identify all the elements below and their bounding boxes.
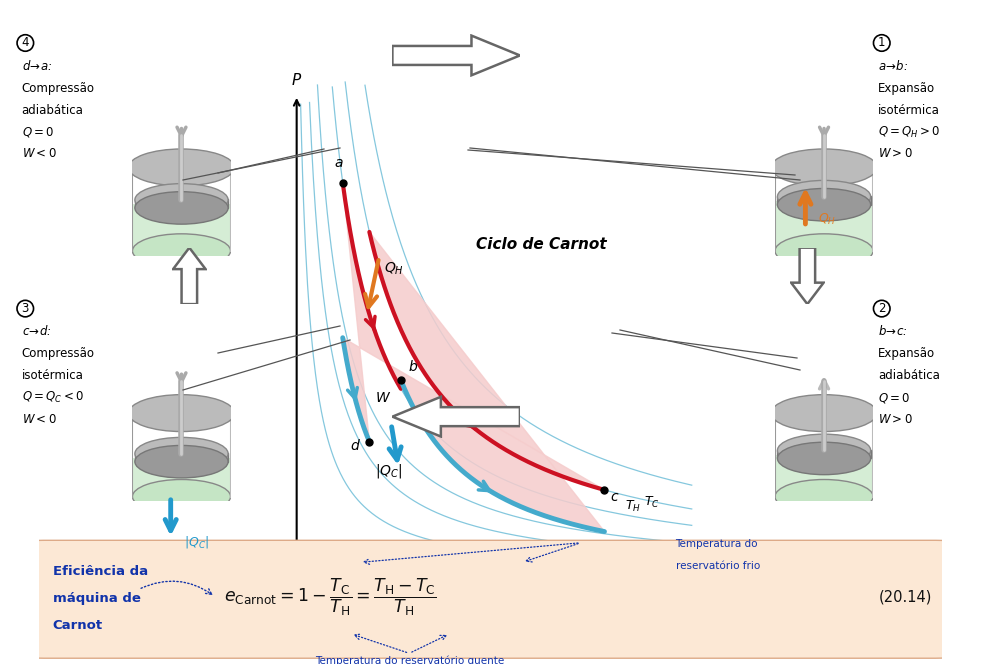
Text: $Q_H$: $Q_H$: [384, 261, 404, 277]
Text: adiabática: adiabática: [878, 369, 940, 382]
Bar: [771, 167, 877, 174]
Ellipse shape: [135, 192, 229, 224]
Polygon shape: [392, 36, 520, 75]
Text: (20.14): (20.14): [879, 590, 932, 604]
Text: $Q_H$: $Q_H$: [818, 211, 837, 226]
Bar: [132, 458, 231, 497]
Bar: [132, 416, 231, 497]
Ellipse shape: [778, 189, 871, 221]
Ellipse shape: [778, 434, 871, 467]
Text: $Q = 0$: $Q = 0$: [878, 390, 910, 404]
Text: $T_C$: $T_C$: [645, 495, 660, 511]
Text: $|Q_C|$: $|Q_C|$: [375, 462, 402, 480]
Text: $W < 0$: $W < 0$: [22, 147, 56, 161]
Text: 2: 2: [878, 302, 886, 315]
Bar: [775, 201, 873, 251]
Bar: [775, 455, 873, 497]
Text: Expansão: Expansão: [878, 347, 935, 361]
Ellipse shape: [129, 394, 234, 432]
Ellipse shape: [778, 181, 871, 213]
Text: $a\!\rightarrow\!b$:: $a\!\rightarrow\!b$:: [878, 58, 908, 73]
Bar: [132, 204, 231, 251]
Ellipse shape: [135, 446, 229, 478]
Text: adiabática: adiabática: [22, 104, 83, 117]
Text: Ciclo de Carnot: Ciclo de Carnot: [476, 236, 607, 252]
Text: Compressão: Compressão: [22, 347, 94, 361]
Text: Temperatura do: Temperatura do: [676, 539, 758, 549]
Text: $Q = Q_C < 0$: $Q = Q_C < 0$: [22, 390, 83, 405]
Polygon shape: [791, 248, 824, 304]
Ellipse shape: [775, 234, 873, 268]
Text: Temperatura do reservatório quente: Temperatura do reservatório quente: [315, 656, 504, 664]
Polygon shape: [173, 248, 206, 304]
Text: $c$: $c$: [610, 490, 620, 504]
Text: $V$: $V$: [692, 546, 705, 562]
Bar: [135, 199, 229, 208]
Text: $|Q_C|$: $|Q_C|$: [184, 535, 210, 550]
Text: $e_\mathrm{Carnot} = 1 - \dfrac{T_\mathrm{C}}{T_\mathrm{H}} = \dfrac{T_\mathrm{H: $e_\mathrm{Carnot} = 1 - \dfrac{T_\mathr…: [225, 576, 437, 618]
Text: $W$: $W$: [375, 391, 391, 405]
Ellipse shape: [771, 394, 877, 432]
Text: $c\!\rightarrow\!d$:: $c\!\rightarrow\!d$:: [22, 324, 51, 339]
Text: $a$: $a$: [335, 157, 343, 171]
Bar: [129, 167, 234, 174]
Bar: [778, 450, 871, 458]
Text: $b\!\rightarrow\!c$:: $b\!\rightarrow\!c$:: [878, 324, 907, 339]
Ellipse shape: [132, 234, 231, 268]
Ellipse shape: [132, 479, 231, 514]
Text: Expansão: Expansão: [878, 82, 935, 95]
Text: $b$: $b$: [408, 359, 418, 374]
Text: $d\!\rightarrow\!a$:: $d\!\rightarrow\!a$:: [22, 58, 52, 73]
Text: 1: 1: [878, 37, 886, 50]
Bar: [771, 413, 877, 420]
Text: $W < 0$: $W < 0$: [22, 413, 56, 426]
FancyBboxPatch shape: [26, 540, 954, 658]
Text: $W > 0$: $W > 0$: [878, 147, 912, 161]
Text: Carnot: Carnot: [53, 619, 103, 632]
Ellipse shape: [771, 149, 877, 186]
Text: isotérmica: isotérmica: [22, 369, 83, 382]
Text: $P$: $P$: [291, 72, 302, 88]
Text: $W > 0$: $W > 0$: [878, 413, 912, 426]
Text: 3: 3: [22, 302, 29, 315]
Text: $T_H$: $T_H$: [625, 499, 641, 515]
Ellipse shape: [129, 149, 234, 186]
Text: $Q = Q_H > 0$: $Q = Q_H > 0$: [878, 124, 941, 139]
Text: Eficiência da: Eficiência da: [53, 565, 148, 578]
Polygon shape: [392, 397, 520, 436]
Bar: [135, 453, 229, 461]
Bar: [775, 170, 873, 251]
Text: isotérmica: isotérmica: [878, 104, 940, 117]
Text: $d$: $d$: [350, 438, 361, 454]
Ellipse shape: [135, 184, 229, 216]
Text: reservatório frio: reservatório frio: [676, 561, 759, 571]
Bar: [132, 170, 231, 251]
Text: Compressão: Compressão: [22, 82, 94, 95]
Polygon shape: [342, 183, 604, 532]
Bar: [129, 413, 234, 420]
Text: máquina de: máquina de: [53, 592, 140, 605]
Bar: [778, 196, 871, 205]
Text: $O$: $O$: [285, 555, 298, 569]
Ellipse shape: [135, 438, 229, 470]
Bar: [775, 416, 873, 497]
Ellipse shape: [775, 479, 873, 514]
Text: 4: 4: [22, 37, 29, 50]
Ellipse shape: [778, 442, 871, 475]
Text: $Q = 0$: $Q = 0$: [22, 125, 54, 139]
